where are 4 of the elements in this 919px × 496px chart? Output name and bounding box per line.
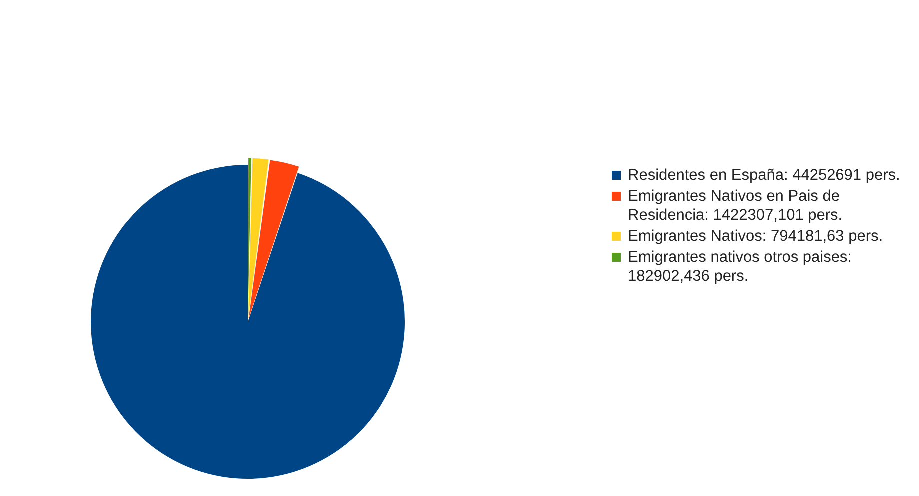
legend-label: Emigrantes nativos otros paises: 182902,436 pers. [628,249,852,285]
legend-label: Residentes en España: 44252691 pers. [628,167,900,184]
legend-label: Emigrantes Nativos en Pais de Residencia: 1422307,101 pers. [628,188,843,224]
legend-label: Emigrantes Nativos: 794181,63 pers. [628,228,884,245]
